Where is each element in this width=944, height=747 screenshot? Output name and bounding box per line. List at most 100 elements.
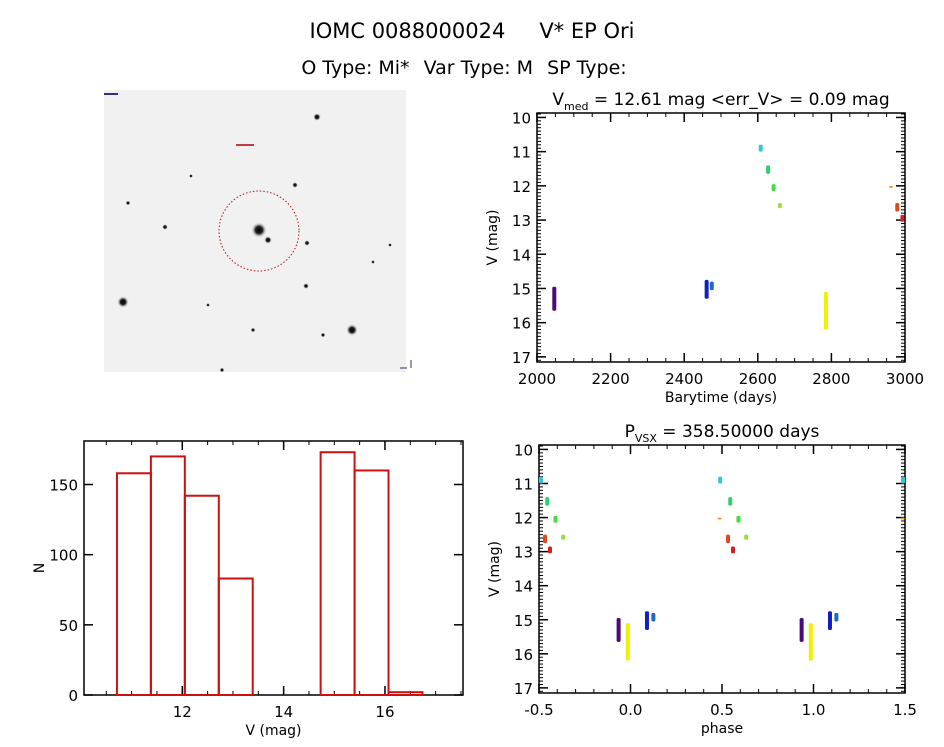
y-tick-label: 11 <box>512 144 531 162</box>
y-axis-label: N <box>32 563 48 573</box>
y-tick-label: 10 <box>514 441 533 459</box>
data-point-cluster <box>827 611 832 630</box>
data-point-cluster <box>834 612 839 622</box>
data-point-cluster <box>616 618 621 642</box>
y-tick-label: 15 <box>514 612 533 630</box>
x-tick-label: 0.0 <box>619 701 643 719</box>
plot-frame <box>83 440 464 696</box>
data-point-cluster <box>547 546 552 554</box>
x-tick-label: 3000 <box>886 370 924 388</box>
x-tick-label: 12 <box>173 703 192 721</box>
star <box>264 236 272 244</box>
title-symbol: P <box>625 422 635 442</box>
data-point-cluster <box>552 286 557 311</box>
data-point-cluster <box>539 476 543 484</box>
x-axis-label: V (mag) <box>245 723 301 739</box>
star <box>320 332 326 338</box>
data-point-cluster <box>718 476 723 484</box>
x-tick-label: 2800 <box>812 370 850 388</box>
sp-type: SP Type: <box>547 57 627 79</box>
star <box>250 327 256 333</box>
x-tick-label: 2600 <box>739 370 777 388</box>
y-tick-label: 150 <box>49 477 78 495</box>
data-point-cluster <box>771 184 776 191</box>
x-tick-label: -0.5 <box>524 701 553 719</box>
target-circle <box>218 190 300 272</box>
data-point-cluster <box>758 144 763 152</box>
data-point-cluster <box>799 618 804 642</box>
data-point-cluster <box>889 185 894 188</box>
data-point-cluster <box>766 165 771 174</box>
y-tick-label: 17 <box>514 680 533 698</box>
star <box>292 182 298 188</box>
data-point-cluster <box>704 279 709 299</box>
data-point-cluster <box>625 623 630 661</box>
data-point-cluster <box>895 202 900 212</box>
star <box>125 200 131 206</box>
histogram-bar <box>353 469 390 696</box>
title-text: = 358.50000 days <box>657 422 820 442</box>
data-point-cluster <box>777 202 782 209</box>
star <box>313 113 321 121</box>
histogram-bar <box>387 691 424 696</box>
figure-subtitle: O Type: Mi* Var Type: M SP Type: <box>301 57 626 79</box>
star <box>206 303 210 307</box>
x-tick-label: 1.0 <box>802 701 826 719</box>
phase-curve-plot: -0.5 0.0 0.5 1.0 1.5 10 11 12 13 14 15 16 17 phase V (… <box>487 422 917 737</box>
star <box>304 240 310 246</box>
y-tick-label: 0 <box>68 687 78 705</box>
y-tick-label: 17 <box>512 349 531 367</box>
x-tick-label: 16 <box>375 703 394 721</box>
object-id: IOMC 0088000024 <box>310 19 506 43</box>
y-tick-label: 12 <box>514 510 533 528</box>
plot-title: Vmed = 12.61 mag <err_V> = 0.09 mag <box>552 90 889 113</box>
y-tick-label: 100 <box>49 547 78 565</box>
x-axis-label: phase <box>701 721 743 737</box>
y-tick-label: 16 <box>512 315 531 333</box>
x-tick-label: 0.5 <box>710 701 734 719</box>
histogram-bar <box>319 451 356 697</box>
y-tick-label: 13 <box>512 212 531 230</box>
star <box>219 367 225 373</box>
data-point-cluster <box>717 517 722 520</box>
data-point-cluster <box>644 611 649 630</box>
object-name: V* EP Ori <box>539 19 634 43</box>
data-point-cluster <box>730 546 735 554</box>
histogram-bar <box>217 577 254 696</box>
data-point-cluster <box>561 534 566 540</box>
finder-image <box>104 90 412 373</box>
data-point-cluster <box>553 515 558 523</box>
y-tick-label: 16 <box>514 646 533 664</box>
title-subscript: med <box>564 100 588 113</box>
y-tick-label: 10 <box>512 109 531 127</box>
light-curve-plot: 2000 2200 2400 2600 2800 3000 10 11 12 13 14 15 16 17… <box>485 90 924 406</box>
plot-title: PVSX = 358.50000 days <box>625 422 820 445</box>
target-label-mark <box>236 144 254 146</box>
data-point-cluster <box>808 623 813 661</box>
title-text: = 12.61 mag <err_V> = 0.09 mag <box>588 90 889 110</box>
y-tick-label: 50 <box>59 617 78 635</box>
star <box>189 174 193 178</box>
data-point-cluster <box>543 534 548 544</box>
star <box>162 224 168 230</box>
histogram-bar <box>183 494 220 696</box>
y-tick-label: 13 <box>514 544 533 562</box>
x-tick-label: 14 <box>274 703 293 721</box>
star <box>388 243 392 247</box>
data-point-cluster <box>901 476 905 484</box>
y-axis-label: V (mag) <box>485 209 501 265</box>
data-point-cluster <box>900 214 905 222</box>
survey-label-mark <box>104 93 118 95</box>
data-point-cluster <box>823 291 828 330</box>
figure-title: IOMC 0088000024 V* EP Ori <box>310 19 635 43</box>
data-point-cluster <box>900 517 905 520</box>
y-axis-label: V (mag) <box>487 541 503 597</box>
data-point-cluster <box>744 534 749 540</box>
y-tick-label: 11 <box>514 475 533 493</box>
x-tick-label: 2400 <box>665 370 703 388</box>
x-tick-label: 1.5 <box>893 701 917 719</box>
x-tick-label: 2200 <box>592 370 630 388</box>
histogram-plot: 12 14 16 0 50 100 150 V (mag) N <box>32 440 464 739</box>
histogram-bar <box>115 472 152 696</box>
title-symbol: V <box>552 90 564 110</box>
